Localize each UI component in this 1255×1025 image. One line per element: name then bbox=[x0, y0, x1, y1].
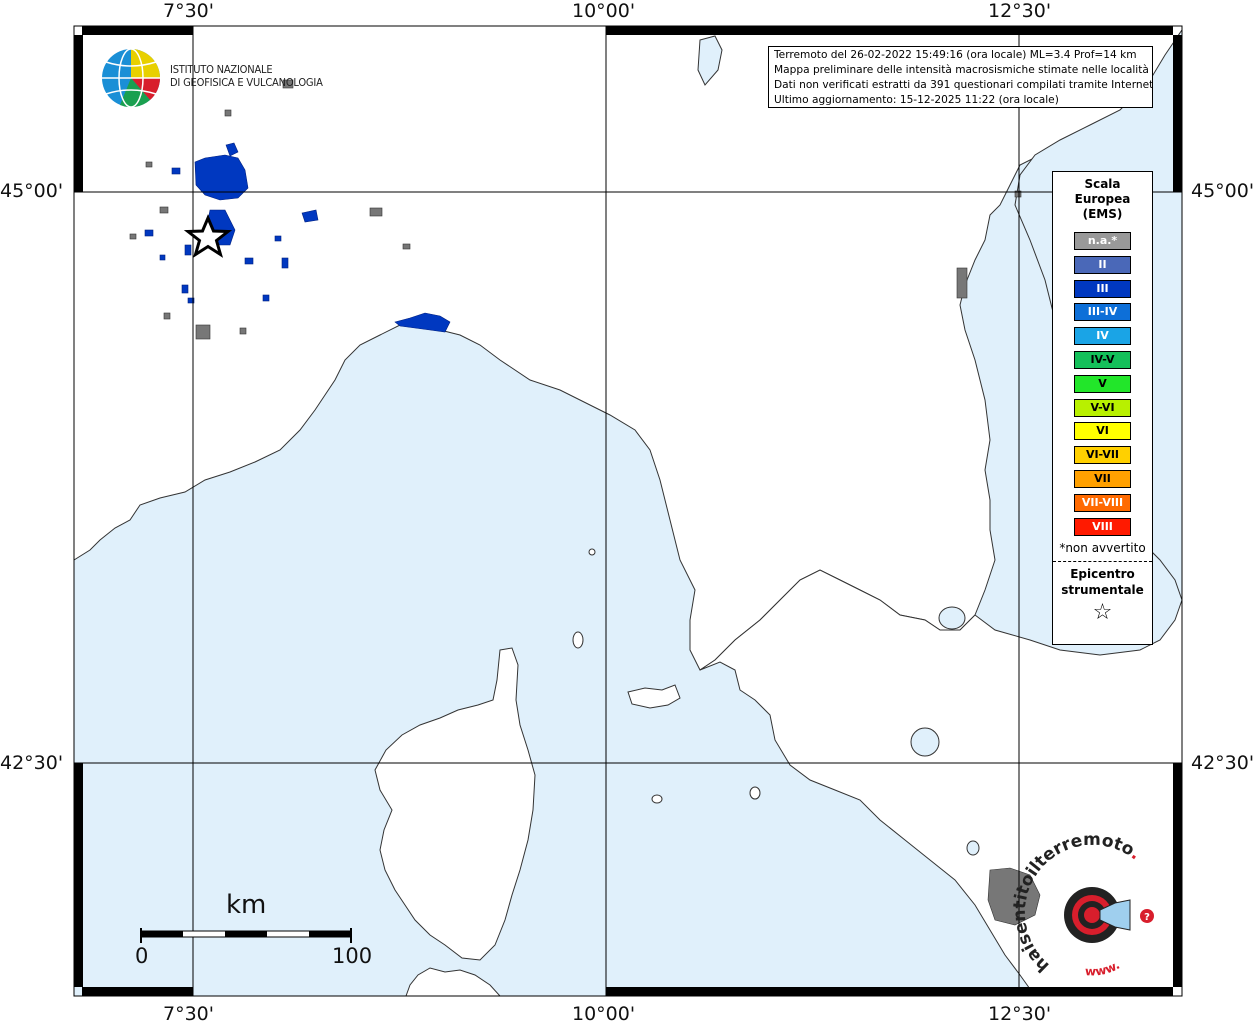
lon-label-top-3: 12°30' bbox=[988, 0, 1052, 22]
legend-items: n.a.* II III III-IV IV IV-V V V-VI VI VI-VII VII VI… bbox=[1053, 232, 1152, 536]
land-lake-bolsena bbox=[910, 727, 940, 757]
land-lake-garda bbox=[697, 35, 723, 86]
lat-label-right-1: 45°00' bbox=[1191, 180, 1255, 202]
institute-line2: DI GEOFISICA E VULCANOLOGIA bbox=[170, 76, 323, 89]
legend-item-4: IV bbox=[1074, 327, 1131, 346]
loudspeaker-target-icon[interactable]: ? bbox=[1064, 887, 1154, 943]
land-lake-trasimeno bbox=[938, 606, 966, 630]
lat-label-left-2: 42°30' bbox=[0, 752, 64, 774]
land-lake-bracciano bbox=[966, 840, 980, 856]
legend-item-3: III-IV bbox=[1074, 303, 1131, 322]
star-outline-icon: ☆ bbox=[1092, 600, 1113, 626]
land-small-island bbox=[588, 548, 596, 556]
land-sardinia bbox=[405, 967, 502, 997]
event-info-line1: Terremoto del 26-02-2022 15:49:16 (ora l… bbox=[774, 49, 1137, 61]
land-corsica bbox=[374, 647, 536, 961]
lat-label-right-2: 42°30' bbox=[1191, 752, 1255, 774]
legend-item-7: V-VI bbox=[1074, 398, 1131, 417]
lon-label-bottom-3: 12°30' bbox=[988, 1003, 1052, 1025]
legend-divider bbox=[1053, 561, 1152, 563]
lon-label-bottom-2: 10°00' bbox=[572, 1003, 636, 1025]
legend-item-8: VI bbox=[1074, 422, 1131, 441]
legend-item-2: III bbox=[1074, 279, 1131, 298]
event-info-box: Terremoto del 26-02-2022 15:49:16 (ora l… bbox=[768, 46, 1153, 108]
event-info-line2: Mappa preliminare delle intensità macros… bbox=[774, 64, 1149, 76]
land-elba bbox=[627, 684, 681, 709]
scale-unit: km bbox=[226, 890, 267, 920]
event-info-line4: Ultimo aggiornamento: 15-12-2025 11:22 (… bbox=[774, 94, 1059, 106]
lon-label-top-2: 10°00' bbox=[572, 0, 636, 22]
graticule bbox=[74, 26, 1182, 996]
scale-bar bbox=[140, 928, 352, 943]
institute-line1: ISTITUTO NAZIONALE bbox=[170, 63, 273, 76]
legend-item-11: VII-VIII bbox=[1074, 493, 1131, 512]
epicenter-star-icon[interactable] bbox=[183, 214, 233, 258]
legend-item-12: VIII bbox=[1074, 517, 1131, 536]
legend-item-6: V bbox=[1074, 374, 1131, 393]
map-frame bbox=[73, 25, 1183, 997]
legend-note: *non avvertito bbox=[1059, 541, 1146, 556]
legend-epicenter-line1: Epicentro bbox=[1070, 567, 1135, 582]
legend-item-1: II bbox=[1074, 255, 1131, 274]
legend-title-line1: Scala bbox=[1084, 177, 1121, 191]
legend-item-10: VII bbox=[1074, 469, 1131, 488]
lon-label-top-1: 7°30' bbox=[163, 0, 214, 22]
institute-name: ISTITUTO NAZIONALE DI GEOFISICA E VULCAN… bbox=[170, 63, 323, 89]
legend-epicenter-line2: strumentale bbox=[1061, 583, 1144, 598]
scale-end-label: 100 bbox=[332, 944, 373, 968]
intensity-legend: Scala Europea (EMS) n.a.* II III III-IV IV IV… bbox=[1052, 171, 1153, 645]
ingv-globe-icon bbox=[102, 48, 161, 108]
legend-title-line2: Europea bbox=[1074, 192, 1131, 206]
land-giglio bbox=[749, 786, 761, 800]
land-capraia bbox=[572, 631, 584, 649]
land-montecristo bbox=[651, 794, 663, 804]
legend-item-5: IV-V bbox=[1074, 350, 1131, 369]
legend-epicenter-label: Epicentro strumentale bbox=[1053, 566, 1152, 598]
land-tuscany bbox=[699, 569, 1183, 997]
svg-text:?: ? bbox=[1144, 912, 1150, 923]
lat-label-left-1: 45°00' bbox=[0, 180, 64, 202]
legend-title: Scala Europea (EMS) bbox=[1053, 177, 1152, 222]
legend-item-0: n.a.* bbox=[1074, 232, 1131, 250]
legend-item-9: VI-VII bbox=[1074, 446, 1131, 465]
event-info-line3: Dati non verificati estratti da 391 ques… bbox=[774, 79, 1152, 91]
scale-start-label: 0 bbox=[135, 944, 149, 968]
intensity-areas-na bbox=[129, 79, 1041, 926]
lon-label-bottom-1: 7°30' bbox=[163, 1003, 214, 1025]
legend-title-line3: (EMS) bbox=[1082, 207, 1123, 221]
